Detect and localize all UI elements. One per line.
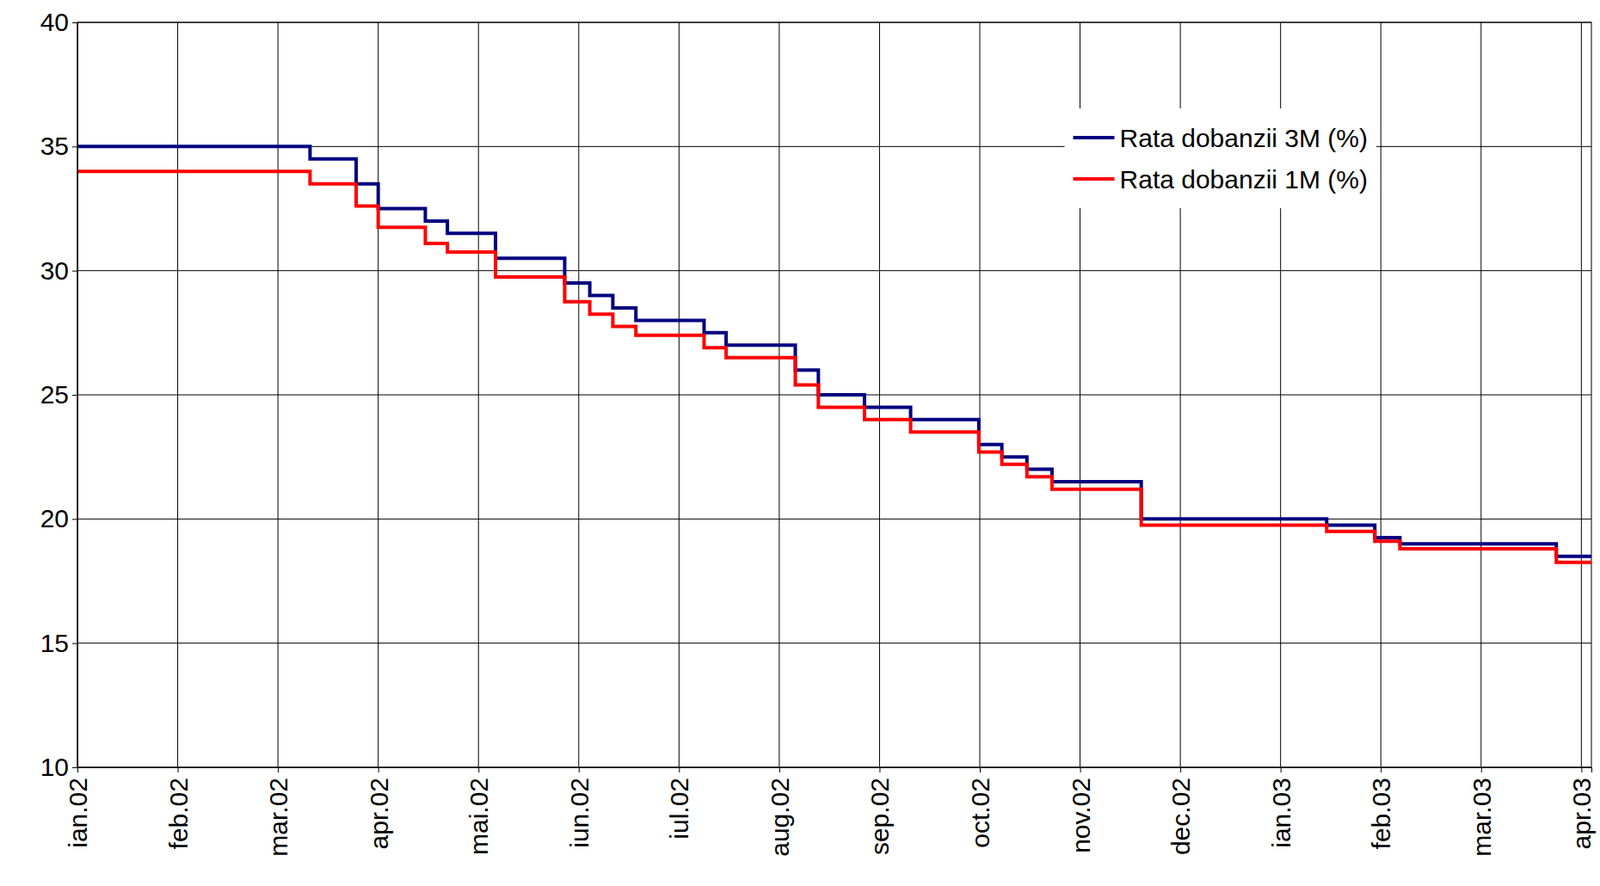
y-tick: 25 bbox=[40, 380, 78, 409]
x-tick-mark bbox=[1280, 767, 1282, 773]
x-tick: ian.03 bbox=[1267, 767, 1296, 849]
chart: ian.02 feb.02 mar.02 apr.02 mai.02 iun.02 iul.… bbox=[0, 0, 1600, 886]
x-tick-mark bbox=[1180, 767, 1182, 773]
x-tick: sep.02 bbox=[865, 767, 894, 856]
x-tick-mark bbox=[277, 767, 279, 773]
x-tick-mark bbox=[879, 767, 880, 773]
x-tick-label: feb.03 bbox=[1366, 777, 1396, 850]
legend-swatch bbox=[1073, 177, 1115, 181]
x-tick-label: ian.03 bbox=[1267, 777, 1296, 849]
plot-background bbox=[77, 22, 1592, 768]
y-tick-label: 10 bbox=[40, 752, 69, 782]
x-tick: aug.02 bbox=[765, 767, 794, 857]
series-line bbox=[77, 171, 1592, 563]
legend-background bbox=[1064, 108, 1377, 209]
y-tick: 30 bbox=[40, 256, 78, 285]
y-tick-label: 40 bbox=[40, 7, 69, 37]
x-tick-label: nov.02 bbox=[1066, 777, 1096, 854]
x-tick-mark bbox=[1380, 767, 1382, 773]
y-axis-line bbox=[72, 23, 79, 769]
x-tick-label: ian.02 bbox=[63, 777, 93, 849]
grid-line-y bbox=[77, 518, 1592, 520]
x-tick-mark bbox=[1080, 767, 1082, 773]
x-tick: dec.02 bbox=[1166, 767, 1195, 856]
x-axis: ian.02 feb.02 mar.02 apr.02 mai.02 iun.02 iul.… bbox=[63, 767, 1596, 857]
x-tick-mark bbox=[178, 767, 179, 773]
x-axis-line bbox=[78, 768, 1593, 774]
y-tick-mark bbox=[72, 518, 78, 520]
x-tick: apr.02 bbox=[364, 767, 394, 850]
x-tick-label: mar.02 bbox=[264, 777, 293, 857]
x-tick-mark bbox=[478, 767, 480, 773]
x-tick-label: sep.02 bbox=[865, 777, 894, 856]
y-tick: 10 bbox=[40, 752, 78, 782]
x-tick: mar.03 bbox=[1467, 767, 1496, 857]
y-tick-label: 25 bbox=[40, 380, 69, 409]
x-tick-label: iun.02 bbox=[565, 777, 594, 849]
x-tick-label: feb.02 bbox=[164, 777, 193, 850]
x-tick-mark bbox=[1581, 767, 1582, 773]
x-tick-mark bbox=[678, 767, 680, 773]
y-tick-mark bbox=[72, 146, 78, 148]
x-tick: feb.02 bbox=[164, 767, 193, 850]
x-tick: mar.02 bbox=[264, 767, 293, 857]
y-tick: 20 bbox=[40, 504, 78, 533]
plot-frame bbox=[77, 22, 1592, 768]
series-group bbox=[77, 146, 1592, 563]
legend: Rata dobanzii 3M (%) Rata dobanzii 1M (%) bbox=[1064, 108, 1377, 209]
x-tick-label: aug.02 bbox=[765, 777, 794, 857]
x-tick-mark bbox=[578, 767, 580, 773]
plot: ian.02 feb.02 mar.02 apr.02 mai.02 iun.02 iul.… bbox=[40, 7, 1597, 857]
y-axis: 10 15 20 25 30 35 40 bbox=[40, 7, 79, 782]
x-tick: nov.02 bbox=[1066, 767, 1096, 854]
legend-label: Rata dobanzii 1M (%) bbox=[1120, 165, 1368, 194]
y-tick-mark bbox=[72, 643, 78, 645]
grid-line-y bbox=[77, 642, 1592, 644]
x-tick: apr.03 bbox=[1567, 767, 1596, 850]
x-tick: feb.03 bbox=[1366, 767, 1396, 850]
x-tick-label: oct.02 bbox=[966, 777, 995, 849]
y-tick-label: 30 bbox=[40, 256, 69, 285]
x-tick-mark bbox=[1481, 767, 1483, 773]
y-tick-mark bbox=[72, 22, 78, 24]
x-tick-label: iul.02 bbox=[664, 777, 694, 840]
grid-line-y bbox=[77, 270, 1592, 271]
x-tick-mark bbox=[979, 767, 981, 773]
x-tick-label: dec.02 bbox=[1166, 777, 1195, 856]
x-tick-label: mar.03 bbox=[1467, 777, 1496, 857]
x-tick-mark bbox=[779, 767, 781, 773]
grid bbox=[77, 22, 1592, 768]
y-tick-mark bbox=[72, 767, 78, 769]
y-tick-label: 35 bbox=[40, 131, 69, 160]
x-tick-label: apr.03 bbox=[1567, 777, 1596, 850]
y-tick: 35 bbox=[40, 131, 78, 160]
y-tick: 40 bbox=[40, 7, 78, 37]
y-tick-mark bbox=[72, 394, 78, 396]
x-tick-mark bbox=[378, 767, 380, 773]
legend-label: Rata dobanzii 3M (%) bbox=[1120, 123, 1368, 153]
legend-swatch bbox=[1073, 135, 1115, 140]
y-tick-label: 15 bbox=[40, 628, 69, 658]
y-tick-mark bbox=[72, 270, 78, 272]
x-tick: oct.02 bbox=[966, 767, 995, 849]
y-tick: 15 bbox=[40, 628, 78, 658]
x-tick: mai.02 bbox=[464, 767, 493, 856]
y-tick-label: 20 bbox=[40, 504, 69, 533]
x-tick-label: apr.02 bbox=[364, 777, 394, 850]
x-tick-label: mai.02 bbox=[464, 777, 493, 856]
x-tick: iun.02 bbox=[565, 767, 594, 849]
x-tick: iul.02 bbox=[664, 767, 694, 840]
